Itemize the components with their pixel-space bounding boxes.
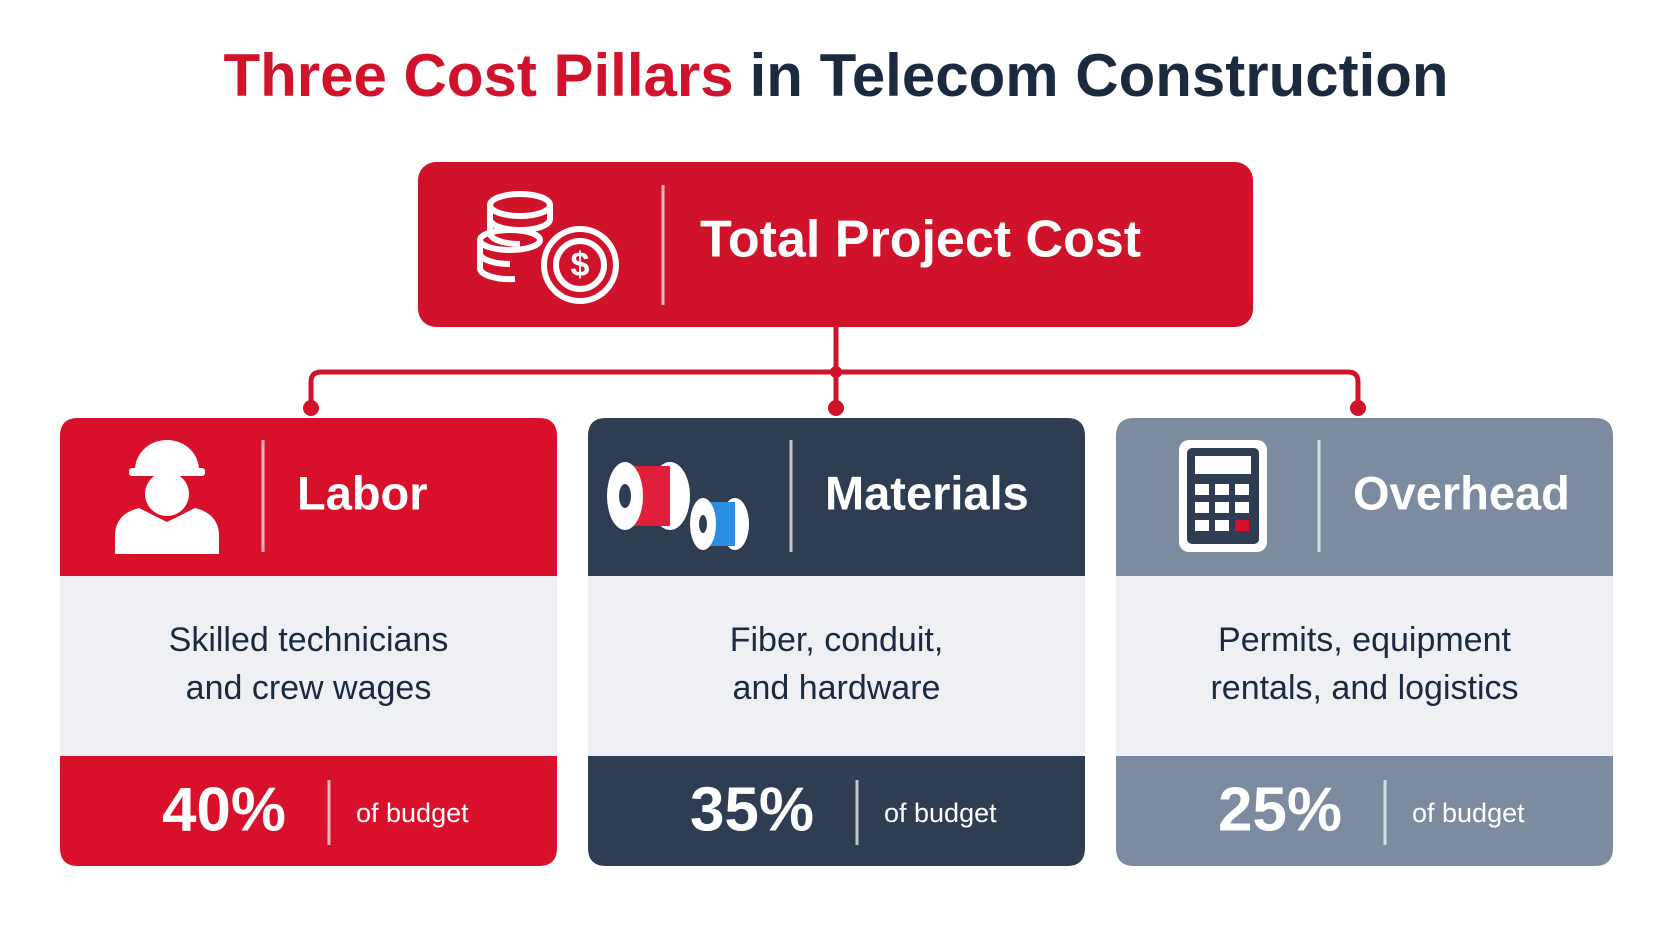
pillar-description: Permits, equipment bbox=[1218, 621, 1511, 659]
pillar-share: 25% bbox=[1218, 775, 1342, 844]
calc-key bbox=[1235, 502, 1249, 513]
pillar-card: Labor Skilled technicians and crew wages 40… bbox=[60, 418, 557, 866]
card-footer bbox=[588, 756, 1085, 866]
coins-icon bbox=[477, 191, 619, 304]
calc-key bbox=[1235, 520, 1249, 531]
root-label: Total Project Cost bbox=[700, 211, 1141, 269]
dollar-icon: $ bbox=[571, 246, 590, 284]
title-rest: in Telecom Construction bbox=[750, 42, 1449, 109]
pillar-name: Overhead bbox=[1353, 466, 1570, 519]
pillar-name: Labor bbox=[297, 466, 428, 519]
card-footer bbox=[1116, 756, 1613, 866]
title: Three Cost Pillars in Telecom Constructio… bbox=[223, 42, 1448, 109]
spool-hole bbox=[619, 484, 631, 508]
calc-key bbox=[1215, 502, 1229, 513]
pillar-share: 40% bbox=[162, 775, 286, 844]
pillar-description: and crew wages bbox=[186, 669, 432, 707]
calc-key bbox=[1235, 484, 1249, 495]
body bbox=[115, 508, 219, 554]
calc-key bbox=[1195, 502, 1209, 513]
pillar-share-note: of budget bbox=[1412, 798, 1525, 828]
head bbox=[145, 472, 189, 516]
pillar-description: and hardware bbox=[733, 669, 941, 707]
calc-key bbox=[1215, 520, 1229, 531]
calc-key bbox=[1215, 484, 1229, 495]
pillar-name: Materials bbox=[825, 466, 1029, 519]
root-box bbox=[418, 162, 1253, 327]
card-footer bbox=[60, 756, 557, 866]
connector-dots bbox=[303, 366, 1366, 416]
pillar-card: Overhead Permits, equipment rentals, and l… bbox=[1116, 418, 1613, 866]
pillar-share: 35% bbox=[690, 775, 814, 844]
pillar-card: Materials Fiber, conduit, and hardware 35% o… bbox=[588, 418, 1085, 866]
calc-key bbox=[1195, 520, 1209, 531]
calc-screen bbox=[1195, 456, 1251, 474]
calc-key bbox=[1195, 484, 1209, 495]
pillar-share-note: of budget bbox=[356, 798, 469, 828]
spool2-hole bbox=[699, 515, 707, 533]
pillar-description: rentals, and logistics bbox=[1210, 669, 1518, 707]
helmet bbox=[135, 440, 199, 470]
title-highlight: Three Cost Pillars bbox=[223, 42, 733, 109]
pillar-description: Skilled technicians bbox=[169, 621, 449, 659]
pillar-share-note: of budget bbox=[884, 798, 997, 828]
pillar-description: Fiber, conduit, bbox=[730, 621, 944, 659]
